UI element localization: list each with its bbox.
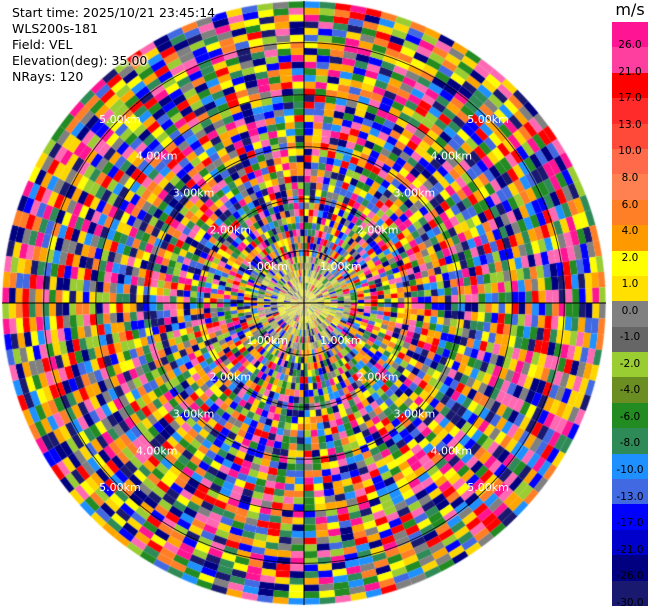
ring-label-2km: 2.00km <box>210 371 252 384</box>
info-panel: Start time: 2025/10/21 23:45:14 WLS200s-… <box>12 5 215 85</box>
colorbar-segment <box>612 72 648 99</box>
range-ring-5km <box>43 42 565 564</box>
colorbar-tick-label: -2.0 <box>619 357 641 370</box>
range-ring-1km <box>251 250 357 356</box>
ring-label-4km: 4.00km <box>136 150 178 163</box>
ring-label-1km: 1.00km <box>246 334 288 347</box>
range-ring-3km <box>147 146 461 460</box>
colorbar-segment <box>612 453 648 480</box>
colorbar-tick-label: 26.0 <box>618 39 642 52</box>
ring-label-5km: 5.00km <box>99 481 141 494</box>
colorbar-tick-label: -6.0 <box>619 410 641 423</box>
colorbar-segment <box>612 504 648 531</box>
colorbar-tick-label: 8.0 <box>621 172 639 184</box>
colorbar-segment <box>612 47 648 74</box>
colorbar-segment <box>612 98 648 125</box>
colorbar-segment <box>612 225 648 252</box>
ring-label-4km: 4.00km <box>430 150 472 163</box>
colorbar: 26.0 21.0 17.0 13.0 10.0 8.0 6.0 4.0 2.0 1.0 0.0 -1… <box>612 22 648 609</box>
colorbar-segment <box>612 352 648 378</box>
colorbar-tick-label: 1.0 <box>621 278 639 291</box>
colorbar-segment <box>612 123 648 150</box>
ring-label-1km: 1.00km <box>320 260 362 273</box>
ring-label-4km: 4.00km <box>136 444 178 457</box>
ring-label-2km: 2.00km <box>210 223 252 236</box>
colorbar-segment <box>612 529 648 556</box>
colorbar-segment <box>612 301 648 328</box>
colorbar-tick-label: -13.0 <box>616 490 644 503</box>
colorbar-tick-label: -8.0 <box>619 437 641 450</box>
colorbar-segment <box>612 326 648 353</box>
nrays-text: NRays: 120 <box>12 69 84 84</box>
colorbar-tick-label: 0.0 <box>621 304 639 317</box>
elevation-text: Elevation(deg): 35.00 <box>12 53 148 68</box>
ring-label-3km: 3.00km <box>394 187 436 200</box>
colorbar-tick-label: -30.0 <box>616 596 644 609</box>
colorbar-tick-label: 2.0 <box>621 251 639 264</box>
colorbar-segment <box>612 402 648 429</box>
field-text: Field: VEL <box>12 37 73 52</box>
ring-label-2km: 2.00km <box>357 371 399 384</box>
ring-label-2km: 2.00km <box>357 223 399 236</box>
colorbar-segment <box>612 148 648 175</box>
site-name-text: WLS200s-181 <box>12 21 98 36</box>
colorbar-tick-label: 10.0 <box>618 145 642 158</box>
ring-label-1km: 1.00km <box>320 334 362 347</box>
colorbar-segment <box>612 22 648 48</box>
colorbar-segment <box>612 377 648 404</box>
ring-label-5km: 5.00km <box>467 481 509 494</box>
colorbar-tick-label: 21.0 <box>618 65 642 78</box>
ring-label-5km: 5.00km <box>467 113 509 126</box>
colorbar-segment <box>612 250 648 277</box>
colorbar-tick-label: -26.0 <box>616 570 644 583</box>
ring-label-5km: 5.00km <box>99 113 141 126</box>
colorbar-unit-label: m/s <box>615 0 645 19</box>
ring-label-3km: 3.00km <box>173 187 215 200</box>
colorbar-segment <box>612 555 648 582</box>
colorbar-tick-label: 17.0 <box>618 92 642 105</box>
colorbar-segment <box>612 428 648 455</box>
colorbar-tick-label: -1.0 <box>619 331 641 344</box>
colorbar-segment <box>612 580 648 607</box>
colorbar-tick-label: -17.0 <box>616 517 644 530</box>
colorbar-segment <box>612 199 648 226</box>
colorbar-tick-label: -4.0 <box>619 384 641 397</box>
colorbar-segment <box>612 275 648 302</box>
colorbar-tick-label: 13.0 <box>618 118 642 131</box>
ring-label-3km: 3.00km <box>173 407 215 420</box>
colorbar-tick-label: 6.0 <box>621 198 639 211</box>
ring-label-3km: 3.00km <box>394 407 436 420</box>
ring-label-4km: 4.00km <box>430 444 472 457</box>
colorbar-segment <box>612 174 648 201</box>
start-time-text: Start time: 2025/10/21 23:45:14 <box>12 5 216 20</box>
colorbar-tick-label: -10.0 <box>616 464 644 476</box>
colorbar-segment <box>612 479 648 505</box>
range-ring-4km <box>95 94 513 512</box>
range-ring-2km <box>199 198 409 408</box>
colorbar-tick-label: -21.0 <box>616 543 644 556</box>
ring-label-1km: 1.00km <box>246 260 288 273</box>
colorbar-tick-label: 4.0 <box>621 225 639 238</box>
